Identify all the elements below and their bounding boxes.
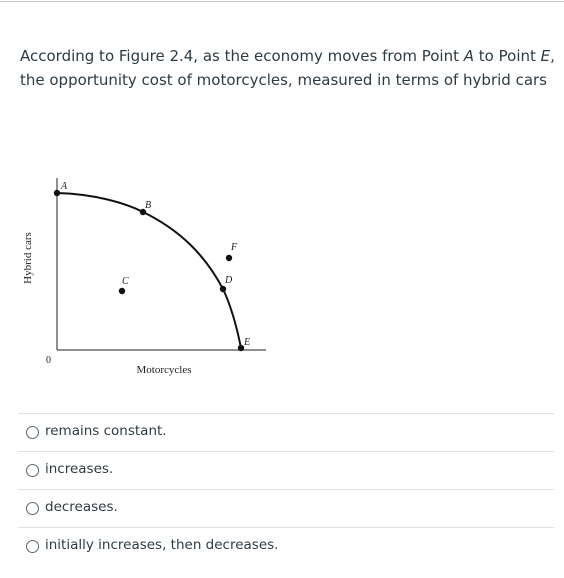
point: [118, 287, 126, 295]
question-text: A: [463, 47, 475, 65]
point: [219, 285, 227, 293]
point-label: B: [145, 200, 151, 211]
point: [225, 254, 233, 262]
question-text: , the opportunity cost of motorcycles, m…: [20, 47, 555, 89]
point: [53, 189, 61, 197]
question: According to Figure 2.4, as the economy …: [20, 44, 555, 92]
radio-button[interactable]: [26, 540, 39, 553]
point-label: C: [122, 276, 129, 287]
radio-button[interactable]: [26, 464, 39, 477]
point: [237, 344, 245, 352]
ppf-curve: [56, 192, 242, 349]
answer-option[interactable]: decreases.: [18, 489, 554, 528]
answer-option[interactable]: increases.: [18, 451, 554, 490]
radio-button[interactable]: [26, 426, 39, 439]
option-label[interactable]: initially increases, then decreases.: [45, 537, 279, 553]
answer-option[interactable]: remains constant.: [18, 413, 554, 452]
origin-label: 0: [46, 355, 51, 366]
divider: [0, 1, 564, 2]
point-label: A: [60, 181, 68, 192]
ppf-figure: A B C D E F 0 Motorcycles Hybrid cars: [22, 178, 266, 376]
option-label[interactable]: remains constant.: [45, 423, 167, 439]
point-label: E: [243, 337, 250, 348]
option-label[interactable]: increases.: [45, 461, 114, 477]
question-text: According to Figure 2.4, as the economy …: [20, 47, 464, 65]
question-text: to Point: [474, 47, 541, 65]
y-axis-label: Hybrid cars: [22, 232, 34, 284]
radio-button[interactable]: [26, 502, 39, 515]
point-label: F: [230, 242, 238, 253]
question-text: E: [540, 47, 551, 65]
x-axis-label: Motorcycles: [137, 364, 192, 376]
option-label[interactable]: decreases.: [45, 499, 118, 515]
point: [139, 208, 147, 216]
answer-option[interactable]: initially increases, then decreases.: [18, 527, 554, 566]
point-label: D: [224, 275, 233, 286]
